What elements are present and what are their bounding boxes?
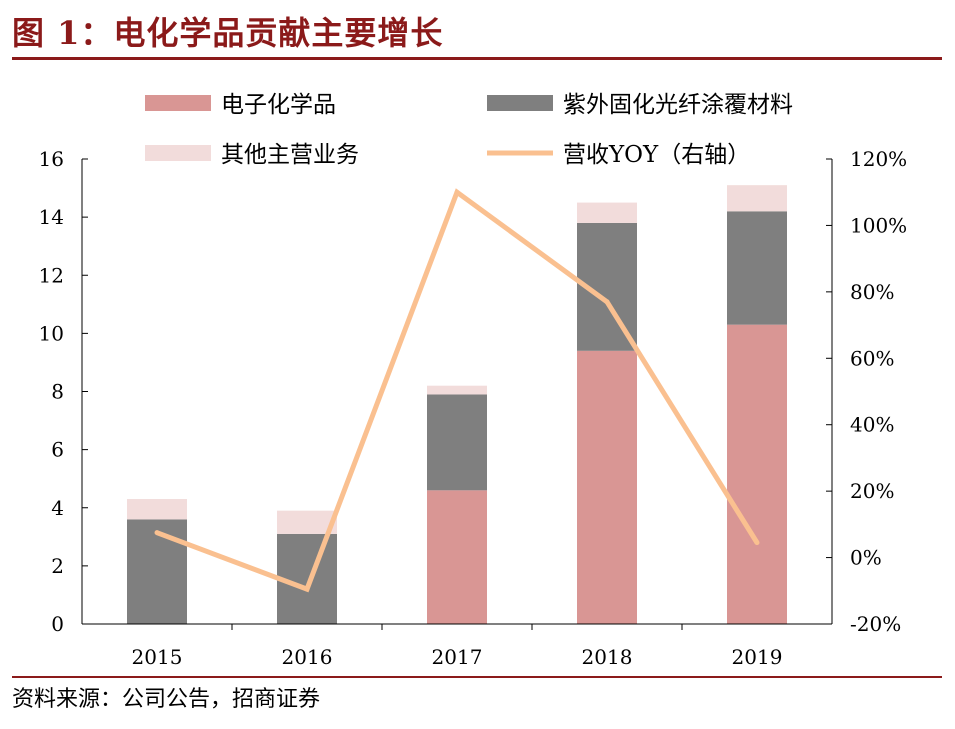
line-point [754,540,760,546]
bar-segment [427,490,487,624]
figure-title: 图 1：电化学品贡献主要增长 [12,14,444,52]
right-tick-label: 40% [850,413,894,437]
title-rule [12,57,942,60]
x-tick-label: 2019 [732,645,783,669]
left-tick-label: 2 [51,554,64,578]
x-tick-label: 2017 [432,645,483,669]
x-tick-label: 2018 [582,645,633,669]
right-tick-label: 0% [850,546,882,570]
legend-swatch [145,95,211,111]
legend-swatch [145,145,211,161]
left-tick-label: 12 [39,263,64,287]
right-tick-label: -20% [850,612,901,636]
axes: 0 2 4 6 8 10 12 14 16 -20% 0% 20% 40% 60% 80% 100% 120% 2… [39,147,908,669]
bar-segment [427,394,487,491]
line-point [604,299,610,305]
right-tick-label: 120% [850,147,907,171]
legend-label: 营收YOY（右轴） [563,142,750,168]
bar-segment [727,185,787,212]
legend-label: 电子化学品 [221,92,336,118]
line-point [154,530,160,536]
bars [127,185,787,624]
left-tick-label: 4 [51,496,64,520]
bar-segment [577,350,637,624]
bar-segment [427,385,487,395]
left-tick-label: 16 [39,147,64,171]
legend-label: 紫外固化光纤涂覆材料 [563,92,793,118]
bar-segment [277,510,337,534]
line-point [304,586,310,592]
left-tick-label: 8 [51,380,64,404]
x-tick-label: 2015 [132,645,183,669]
bar-segment [727,211,787,325]
bar-segment [577,202,637,223]
right-tick-label: 100% [850,213,907,237]
legend-swatch [487,95,553,111]
right-tick-label: 20% [850,479,894,503]
yoy-line [154,188,760,593]
line-point [454,189,460,195]
bar-segment [127,499,187,520]
right-tick-label: 60% [850,346,894,370]
right-tick-label: 80% [850,280,894,304]
bar-segment [127,519,187,624]
source-rule [12,676,942,678]
left-tick-label: 0 [51,612,64,636]
bar-segment [727,324,787,624]
left-tick-label: 14 [39,205,64,229]
legend-label: 其他主营业务 [221,142,359,168]
left-tick-label: 10 [39,321,64,345]
x-tick-label: 2016 [282,645,333,669]
source-note: 资料来源：公司公告，招商证券 [12,687,321,712]
left-tick-label: 6 [51,438,64,462]
